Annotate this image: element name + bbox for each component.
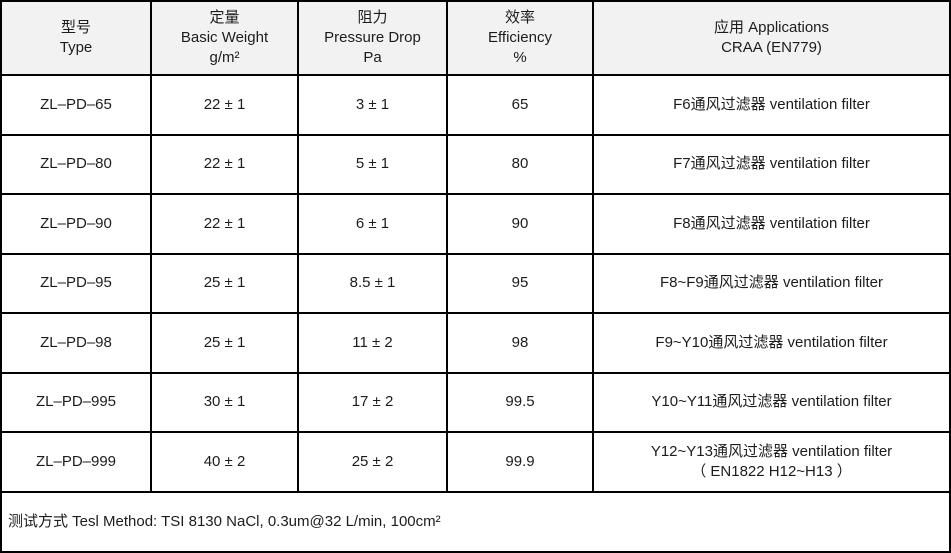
- cell-application: F6通风过滤器 ventilation filter: [592, 74, 951, 136]
- application-line: F6通风过滤器 ventilation filter: [673, 95, 870, 113]
- cell-basic_weight: 22 ± 1: [150, 74, 299, 136]
- cell-basic_weight: 40 ± 2: [150, 431, 299, 493]
- column-header-type: 型号 Type: [0, 0, 152, 76]
- header-line: Type: [59, 39, 93, 56]
- cell-efficiency: 65: [446, 74, 594, 136]
- header-line: 定量: [209, 8, 240, 26]
- cell-type: ZL–PD–95: [0, 252, 152, 315]
- cell-efficiency: 98: [446, 312, 594, 374]
- cell-application: F7通风过滤器 ventilation filter: [592, 133, 951, 196]
- cell-efficiency: 99.5: [446, 371, 594, 434]
- column-header-basic_weight: 定量 Basic Weight g/m²: [150, 0, 299, 76]
- cell-efficiency: 90: [446, 193, 594, 255]
- header-line: Pressure Drop: [324, 28, 421, 46]
- application-line: Y12~Y13通风过滤器 ventilation filter: [650, 442, 893, 460]
- cell-type: ZL–PD–80: [0, 133, 152, 196]
- application-line: F7通风过滤器 ventilation filter: [673, 155, 870, 173]
- cell-efficiency: 80: [446, 133, 594, 196]
- test-method-note: 测试方式 Tesl Method: TSI 8130 NaCl, 0.3um@3…: [0, 491, 951, 553]
- cell-application: F9~Y10通风过滤器 ventilation filter: [592, 312, 951, 374]
- table-row: ZL–PD–999 40 ± 2 25 ± 2 99.9 Y12~Y13通风过滤器 ve…: [0, 431, 951, 493]
- column-header-pressure_drop: 阻力 Pressure Drop Pa: [297, 0, 448, 76]
- cell-type: ZL–PD–65: [0, 74, 152, 136]
- header-line: Pa: [363, 49, 382, 67]
- table-row: ZL–PD–95 25 ± 1 8.5 ± 1 95 F8~F9通风过滤器 ventil…: [0, 252, 951, 315]
- cell-pressure_drop: 8.5 ± 1: [297, 252, 448, 315]
- header-line: %: [513, 49, 527, 67]
- column-header-application: 应用 Applications CRAA (EN779): [592, 0, 951, 76]
- header-line: Basic Weight: [180, 28, 269, 46]
- header-line: Efficiency: [488, 28, 552, 46]
- header-line: 应用 Applications: [713, 18, 830, 36]
- cell-basic_weight: 22 ± 1: [150, 133, 299, 196]
- table-row: ZL–PD–995 30 ± 1 17 ± 2 99.5 Y10~Y11通风过滤器 ve…: [0, 371, 951, 434]
- column-header-efficiency: 效率 Efficiency%: [446, 0, 594, 76]
- cell-pressure_drop: 11 ± 2: [297, 312, 448, 374]
- application-line: Y10~Y11通风过滤器 ventilation filter: [651, 393, 892, 411]
- cell-type: ZL–PD–999: [0, 431, 152, 493]
- application-line: F8~F9通风过滤器 ventilation filter: [660, 274, 883, 292]
- cell-application: Y12~Y13通风过滤器 ventilation filter （ EN1822 …: [592, 431, 951, 493]
- cell-type: ZL–PD–995: [0, 371, 152, 434]
- header-line: 型号: [60, 18, 91, 36]
- cell-pressure_drop: 3 ± 1: [297, 74, 448, 136]
- application-line: F8通风过滤器 ventilation filter: [673, 214, 870, 232]
- table-header: 型号 Type 定量 Basic Weight g/m² 阻力 Pressure Drop P…: [0, 0, 951, 76]
- table-footer: 测试方式 Tesl Method: TSI 8130 NaCl, 0.3um@3…: [0, 491, 951, 553]
- cell-application: Y10~Y11通风过滤器 ventilation filter: [592, 371, 951, 434]
- application-line: F9~Y10通风过滤器 ventilation filter: [655, 333, 888, 351]
- cell-application: F8通风过滤器 ventilation filter: [592, 193, 951, 255]
- footer-row: 测试方式 Tesl Method: TSI 8130 NaCl, 0.3um@3…: [0, 491, 951, 553]
- cell-type: ZL–PD–98: [0, 312, 152, 374]
- header-line: 效率: [504, 8, 535, 26]
- table-row: ZL–PD–98 25 ± 1 11 ± 2 98 F9~Y10通风过滤器 ventil…: [0, 312, 951, 374]
- cell-pressure_drop: 17 ± 2: [297, 371, 448, 434]
- cell-efficiency: 99.9: [446, 431, 594, 493]
- cell-basic_weight: 25 ± 1: [150, 252, 299, 315]
- header-row: 型号 Type 定量 Basic Weight g/m² 阻力 Pressure Drop P…: [0, 0, 951, 76]
- cell-type: ZL–PD–90: [0, 193, 152, 255]
- cell-pressure_drop: 6 ± 1: [297, 193, 448, 255]
- cell-basic_weight: 30 ± 1: [150, 371, 299, 434]
- cell-basic_weight: 22 ± 1: [150, 193, 299, 255]
- cell-application: F8~F9通风过滤器 ventilation filter: [592, 252, 951, 315]
- cell-pressure_drop: 25 ± 2: [297, 431, 448, 493]
- application-line: （ EN1822 H12~H13 ）: [691, 463, 852, 481]
- cell-basic_weight: 25 ± 1: [150, 312, 299, 374]
- cell-efficiency: 95: [446, 252, 594, 315]
- header-line: CRAA (EN779): [721, 39, 822, 56]
- header-line: 阻力: [357, 8, 388, 26]
- header-line: g/m²: [209, 49, 240, 67]
- cell-pressure_drop: 5 ± 1: [297, 133, 448, 196]
